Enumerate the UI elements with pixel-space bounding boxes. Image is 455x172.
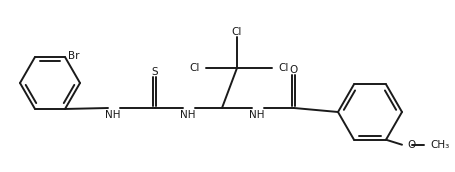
Text: O: O <box>289 65 298 75</box>
Text: NH: NH <box>249 110 264 120</box>
Text: S: S <box>152 67 158 77</box>
Text: NH: NH <box>105 110 121 120</box>
Text: Cl: Cl <box>278 63 288 73</box>
Text: Cl: Cl <box>189 63 200 73</box>
Text: Br: Br <box>68 51 79 61</box>
Text: CH₃: CH₃ <box>429 140 448 150</box>
Text: Cl: Cl <box>231 27 242 37</box>
Text: O: O <box>406 140 415 150</box>
Text: NH: NH <box>180 110 195 120</box>
